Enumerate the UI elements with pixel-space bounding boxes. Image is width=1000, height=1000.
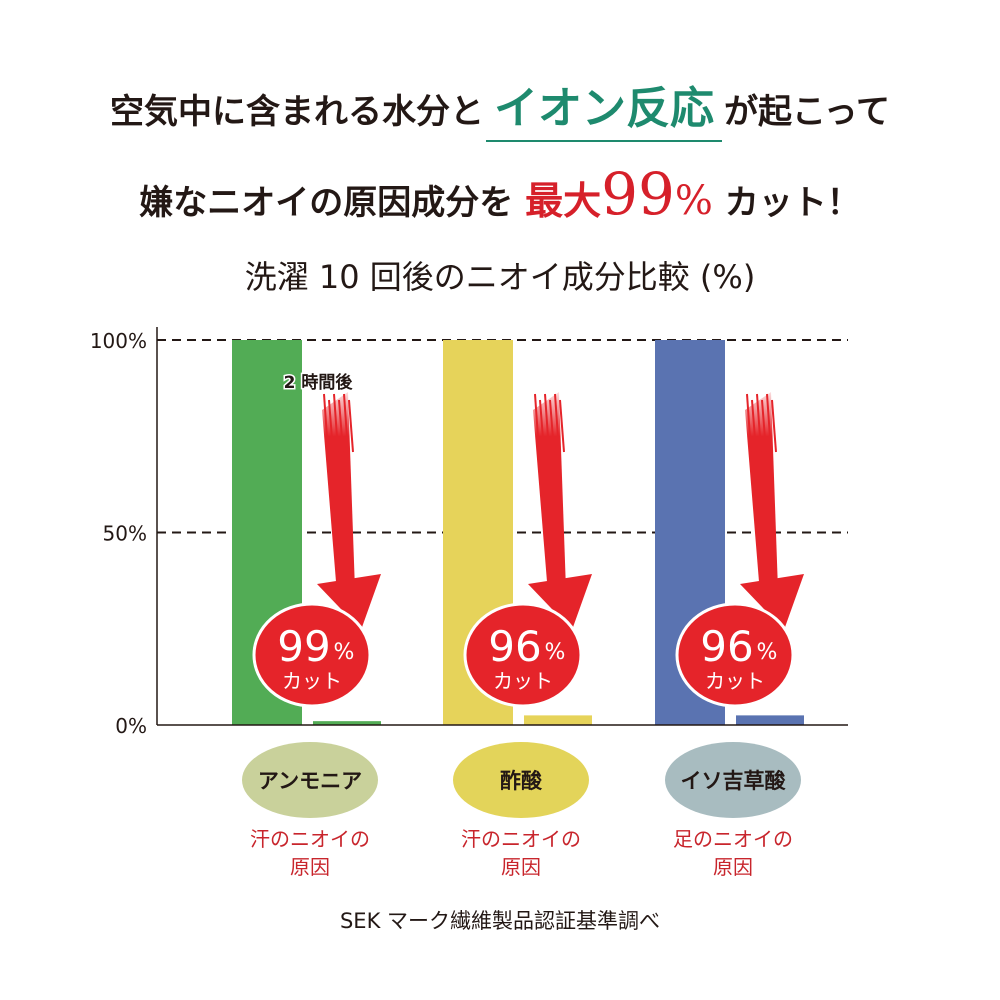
source-note: SEK マーク繊維製品認証基準調べ (339, 909, 661, 933)
arrow-streak (746, 393, 752, 453)
category-pill (665, 742, 801, 818)
arrow-streak (338, 399, 344, 453)
annotation-2-hours-after: 2 時間後 (284, 372, 354, 393)
arrow-streak (348, 399, 354, 453)
arrow-streak (751, 399, 757, 453)
arrow-streak (544, 393, 550, 453)
category-label: 酢酸 (500, 769, 543, 793)
headline-max-number: 99 (601, 160, 675, 228)
bar-after (736, 715, 804, 725)
arrow-streak (333, 393, 339, 453)
arrow-head (528, 574, 592, 630)
category-pill (242, 742, 378, 818)
arrow-head (317, 574, 381, 630)
arrow-streak (343, 393, 349, 453)
headline-line-2-after: カット！ (724, 183, 861, 223)
headline-line-1: 空気中に含まれる水分と イオン反応 が起こって (0, 72, 1000, 142)
cause-line-1: 汗のニオイの (250, 827, 370, 851)
headline-line-2: 嫌なニオイの原因成分を 最大99% カット！ (0, 160, 1000, 228)
cut-badge-number: 96 (488, 622, 541, 671)
cause-line-2: 原因 (290, 855, 330, 879)
cause-line-1: 足のニオイの (673, 827, 793, 851)
cut-badge-label: カット (282, 669, 342, 693)
arrow-streak (771, 399, 777, 453)
arrow-streak (539, 399, 545, 453)
bar-after (313, 721, 381, 725)
cut-badge-label: カット (705, 669, 765, 693)
reduction-arrow (528, 392, 592, 630)
arrow-streak (554, 393, 560, 453)
cut-badge-label: カット (493, 669, 553, 693)
headline-max-label: 最大 (525, 178, 602, 223)
headline-line-1-before: 空気中に含まれる水分と (110, 92, 485, 132)
category-label: アンモニア (258, 769, 362, 793)
arrow-streak (534, 393, 540, 453)
reduction-arrow (740, 392, 804, 630)
cause-line-2: 原因 (713, 855, 753, 879)
headline-highlight-underline (486, 140, 723, 142)
y-tick-label: 100% (90, 329, 147, 353)
bar-after (524, 715, 592, 725)
cut-badge-percent: % (545, 640, 566, 665)
arrow-streak (766, 393, 772, 453)
arrow-head (740, 574, 804, 630)
cut-badge-percent: % (334, 640, 355, 665)
y-tick-label: 0% (115, 714, 147, 738)
arrow-streak (761, 399, 767, 453)
chart-title: 洗濯 10 回後のニオイ成分比較 (%) (244, 258, 756, 296)
cut-badge-number: 99 (277, 622, 330, 671)
cut-badge (675, 602, 795, 708)
cause-line-2: 原因 (501, 855, 541, 879)
category-label: イソ吉草酸 (681, 769, 787, 793)
arrow-streak (559, 399, 565, 453)
y-tick-label: 50% (103, 522, 147, 546)
headline-line-2-before: 嫌なニオイの原因成分を (139, 183, 514, 223)
headline-max-percent: % (674, 178, 713, 224)
cut-badge (463, 602, 583, 708)
cause-line-1: 汗のニオイの (461, 827, 581, 851)
arrow-streak (549, 399, 555, 453)
reduction-arrow (317, 392, 381, 630)
headline-highlight-text: イオン反応 (494, 83, 715, 134)
arrow-streak (756, 393, 762, 453)
cut-badge (252, 602, 372, 708)
headline-line-1-after: が起こって (724, 92, 890, 132)
arrow-streak (328, 399, 334, 453)
category-pill (453, 742, 589, 818)
headline-highlight: イオン反応 (486, 72, 723, 142)
cut-badge-percent: % (757, 640, 778, 665)
arrow-streak (323, 393, 329, 453)
cut-badge-number: 96 (700, 622, 753, 671)
